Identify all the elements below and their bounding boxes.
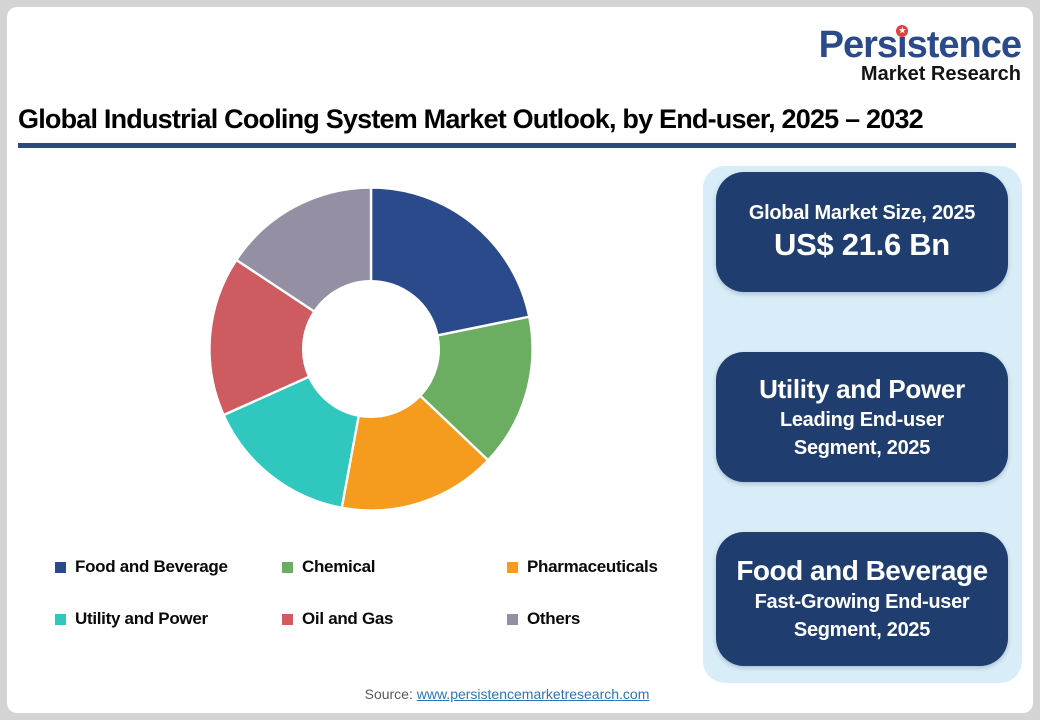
stat-card-subline: Leading End-user	[779, 408, 945, 431]
legend-item-utility-and-power: Utility and Power	[55, 609, 282, 629]
info-panel: Global Market Size, 2025 US$ 21.6 Bn Uti…	[703, 166, 1022, 683]
source-link[interactable]: www.persistencemarketresearch.com	[416, 686, 650, 702]
legend-label: Pharmaceuticals	[527, 557, 658, 576]
donut-segment-others	[235, 186, 373, 313]
stat-card-leading-segment: Utility and Power Leading End-user Segme…	[716, 352, 1008, 482]
page-card: Persı ★ stence Market Research Global Indu…	[7, 7, 1033, 713]
donut-chart	[200, 178, 542, 520]
stat-card-fast-growing-segment: Food and Beverage Fast-Growing End-user …	[716, 532, 1008, 666]
brand-star-icon: ★	[895, 25, 908, 37]
stat-card-heading: Global Market Size, 2025	[748, 202, 976, 224]
stat-card-headline: Utility and Power	[759, 373, 965, 404]
stat-card-headline: Food and Beverage	[736, 555, 988, 586]
legend-item-chemical: Chemical	[282, 557, 507, 577]
legend-swatch-icon	[55, 561, 66, 573]
donut-segment-oil-and-gas	[208, 258, 316, 417]
legend-label: Oil and Gas	[302, 609, 394, 628]
title-underline	[18, 143, 1016, 148]
stat-card-subline: Fast-Growing End-user	[754, 591, 970, 613]
logo: Persı ★ stence Market Research	[818, 23, 1022, 86]
source-label: Source:	[364, 686, 413, 702]
legend-label: Chemical	[302, 557, 376, 576]
chart-legend: Food and Beverage Chemical Pharmaceutica…	[55, 557, 658, 629]
donut-segment-utility-and-power	[222, 375, 360, 510]
stat-card-subline: Segment, 2025	[793, 619, 931, 641]
legend-item-pharmaceuticals: Pharmaceuticals	[507, 557, 658, 577]
legend-item-others: Others	[507, 609, 658, 629]
legend-item-oil-and-gas: Oil and Gas	[282, 609, 507, 629]
stat-card-market-size: Global Market Size, 2025 US$ 21.6 Bn	[716, 172, 1008, 292]
donut-segment-food-and-beverage	[369, 186, 531, 337]
brand-text-post: stence	[906, 24, 1022, 66]
donut-segment-chemical	[418, 315, 534, 462]
legend-swatch-icon	[55, 613, 66, 625]
brand-subtitle: Market Research	[860, 63, 1021, 85]
page-title: Global Industrial Cooling System Market …	[18, 104, 924, 134]
brand-letter-i: ı ★	[895, 24, 908, 66]
legend-swatch-icon	[507, 561, 518, 573]
stat-card-value: US$ 21.6 Bn	[774, 227, 950, 262]
legend-label: Food and Beverage	[75, 557, 228, 576]
legend-swatch-icon	[282, 613, 293, 625]
brand-text: Persı ★ stence	[818, 23, 1022, 67]
donut-segment-pharmaceuticals	[340, 394, 490, 512]
legend-swatch-icon	[282, 561, 293, 573]
source-line: Source: www.persistencemarketresearch.co…	[7, 686, 1007, 702]
legend-label: Others	[527, 609, 580, 628]
legend-label: Utility and Power	[75, 609, 208, 628]
donut-chart-svg	[208, 186, 534, 512]
brand-text-pre: Pers	[818, 24, 898, 66]
legend-swatch-icon	[507, 613, 518, 625]
legend-item-food-and-beverage: Food and Beverage	[55, 557, 282, 577]
stat-card-subline: Segment, 2025	[793, 436, 931, 459]
